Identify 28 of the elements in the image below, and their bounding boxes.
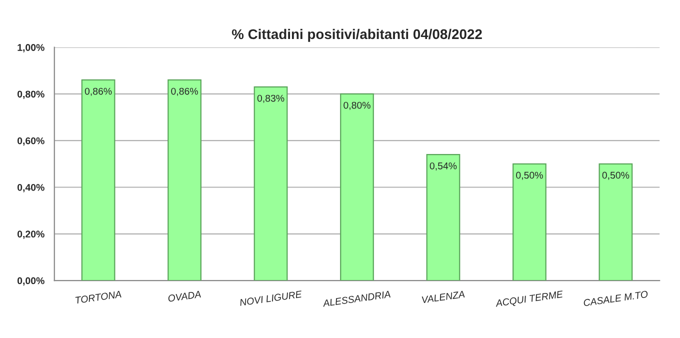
y-tick-label: 1,00% (18, 44, 44, 52)
x-tick-label: OVADA (168, 290, 201, 302)
y-tick-label: 0,80% (17, 90, 44, 99)
x-tick-label: TORTONA (75, 290, 122, 304)
data-label: 0,50% (516, 172, 543, 180)
x-tick-label: NOVI LIGURE (239, 290, 302, 306)
bar (598, 163, 633, 281)
y-tick-label: 0,60% (17, 137, 44, 146)
x-tick-label: ALESSANDRIA (322, 290, 391, 307)
data-label: 0,50% (602, 172, 630, 180)
data-label: 0,80% (344, 102, 370, 110)
x-tick-label: CASALE M.TO (583, 290, 648, 306)
data-label: 0,54% (430, 162, 457, 170)
x-tick-label: ACQUI TERME (494, 290, 564, 309)
bar (426, 154, 460, 281)
y-tick-label: 0,00% (17, 277, 44, 286)
data-label: 0,86% (84, 88, 112, 96)
data-label: 0,86% (171, 88, 198, 96)
y-tick-label: 0,40% (17, 184, 44, 192)
data-label: 0,83% (257, 94, 284, 103)
bar (512, 163, 546, 281)
bar (81, 79, 116, 281)
x-tick-label: VALENZA (422, 290, 465, 304)
bar (168, 79, 202, 281)
y-tick-label: 0,20% (17, 230, 44, 239)
bar (254, 86, 288, 281)
bar (340, 93, 374, 281)
chart-title: % Cittadini positivi/abitanti 04/08/2022 (232, 28, 482, 42)
